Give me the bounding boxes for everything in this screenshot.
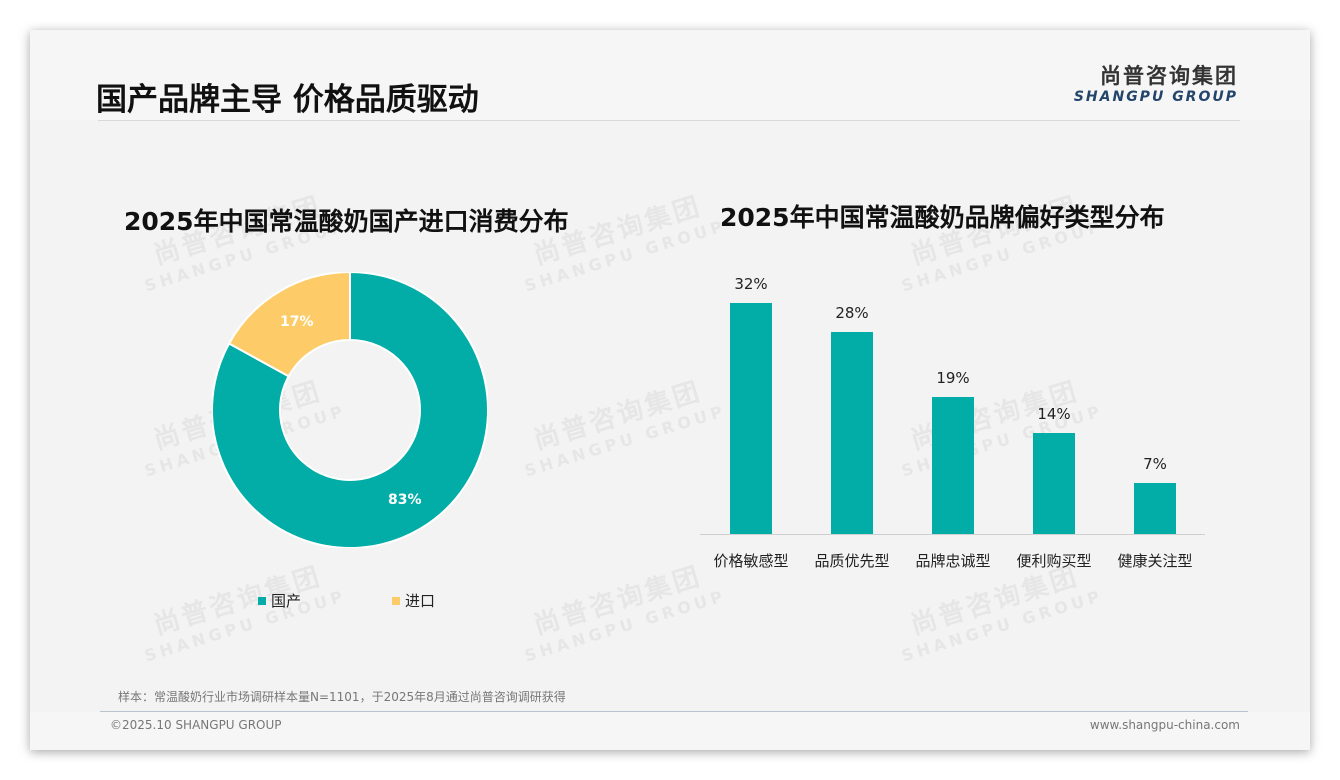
header-divider (98, 120, 1240, 121)
legend-label: 国产 (271, 592, 302, 610)
bar (730, 303, 772, 534)
legend-swatch-yellow (392, 596, 400, 605)
bar-category-label: 品牌忠诚型 (915, 552, 991, 570)
bar (1134, 483, 1176, 534)
bar-category-label: 健康关注型 (1117, 552, 1193, 570)
page-title: 国产品牌主导 价格品质驱动 (96, 82, 479, 118)
legend-swatch-teal (258, 596, 266, 605)
footer-band (30, 712, 1310, 750)
header-band (30, 30, 1310, 120)
slice-domestic (211, 270, 489, 549)
bar-value-label: 7% (1143, 455, 1167, 473)
slice-import (227, 270, 351, 378)
donut-chart: 83% 17% (211, 270, 489, 549)
logo-chinese: 尚普咨询集团 (1100, 64, 1238, 88)
company-logo: 尚普咨询集团 SHANGPU GROUP (1074, 64, 1238, 106)
slide: 尚普咨询集团 SHANGPU GROUP 尚普咨询集团 SHANGPU GROUP … (30, 30, 1310, 750)
copyright: ©2025.10 SHANGPU GROUP (110, 718, 282, 732)
bar-category-label: 品质优先型 (814, 552, 890, 570)
legend-label: 进口 (405, 592, 436, 610)
source-note: 样本：常温酸奶行业市场调研样本量N=1101，于2025年8月通过尚普咨询调研获… (118, 690, 566, 704)
bar-category-label: 价格敏感型 (713, 552, 789, 570)
x-axis-line (700, 534, 1205, 535)
bar-chart-title: 2025年中国常温酸奶品牌偏好类型分布 (720, 203, 1165, 232)
bar-category-label: 便利购买型 (1016, 552, 1092, 570)
bar-value-label: 19% (936, 369, 970, 387)
logo-english: SHANGPU GROUP (1073, 89, 1238, 105)
website-link[interactable]: www.shangpu-china.com (1089, 718, 1240, 732)
bar (932, 397, 974, 534)
donut-chart-svg (211, 270, 489, 549)
slice-label-domestic: 83% (388, 492, 422, 508)
bar-value-label: 28% (835, 304, 869, 322)
bar (831, 332, 873, 534)
slice-label-import: 17% (280, 314, 314, 330)
legend-item-import: 进口 (392, 590, 435, 611)
bar-value-label: 32% (734, 275, 768, 293)
bar-value-label: 14% (1037, 405, 1071, 423)
donut-chart-title: 2025年中国常温酸奶国产进口消费分布 (124, 207, 569, 236)
bar (1033, 433, 1075, 534)
legend-item-domestic: 国产 (258, 590, 301, 611)
footer-divider (100, 711, 1248, 712)
